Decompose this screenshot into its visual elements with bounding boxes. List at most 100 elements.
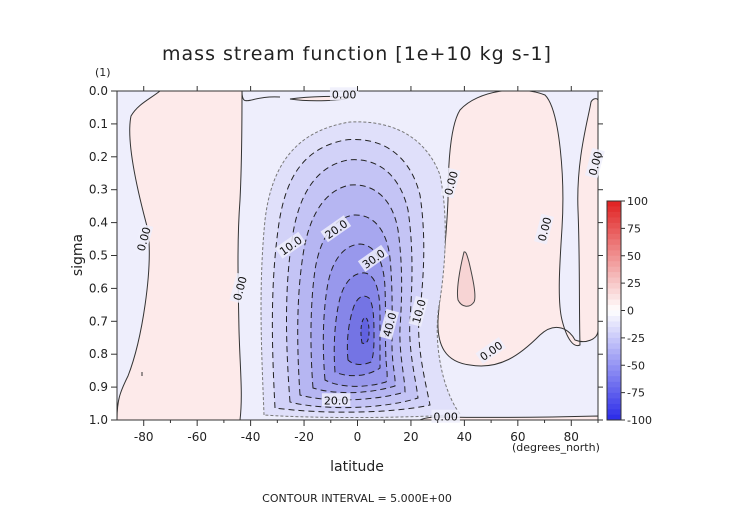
y-tick-label: 0.8 — [89, 347, 108, 361]
y-tick-label: 0.3 — [89, 183, 108, 197]
colorbar-segment — [607, 294, 621, 300]
contour-label-bg — [133, 223, 154, 255]
y-tick-label: 0.6 — [89, 281, 108, 295]
y-axis-label: sigma — [70, 234, 86, 276]
x-tick-label: 60 — [510, 430, 525, 444]
contour-fill-layer — [117, 91, 598, 420]
contour-label-group: 0.00 — [440, 167, 461, 199]
positive-patch-small — [457, 251, 476, 307]
y-tick-label: 0.5 — [89, 249, 108, 263]
colorbar-segment — [607, 233, 621, 240]
colorbar-segment — [607, 326, 621, 333]
y-tick-label: 0.0 — [89, 84, 108, 98]
contour-label-group: 0.00 — [329, 87, 359, 101]
colorbar: 100 75 50 25 0 -25 -50 -75 -100 — [606, 195, 652, 427]
contour-label-bg — [229, 272, 250, 304]
colorbar-segment — [607, 305, 621, 311]
contour-label: 0.00 — [332, 88, 357, 101]
colorbar-segment — [607, 228, 621, 235]
colorbar-segment — [607, 387, 621, 393]
contour-label: 10.0 — [410, 298, 429, 325]
colorbar-segment — [607, 354, 621, 361]
y-tick-label: 0.1 — [89, 117, 108, 131]
colorbar-tick-label: 75 — [627, 222, 641, 235]
y-axis-ticks: 0.0 0.1 0.2 0.3 0.4 0.5 0.6 0.7 0.8 0.9 1.0 — [89, 84, 603, 427]
colorbar-segment — [607, 261, 621, 267]
colorbar-segment — [607, 321, 621, 328]
colorbar-segment — [607, 299, 621, 306]
y-tick-label: 0.7 — [89, 314, 108, 328]
y-tick-label: 1.0 — [89, 413, 108, 427]
colorbar-segment — [607, 206, 621, 213]
contour-label: 20.0 — [324, 394, 349, 407]
x-tick-label: -20 — [294, 430, 314, 444]
x-unit-label: (degrees_north) — [512, 441, 600, 454]
colorbar-segment — [607, 398, 621, 404]
colorbar-segment — [607, 211, 621, 218]
contour-interval-note: CONTOUR INTERVAL = 5.000E+00 — [262, 492, 452, 505]
colorbar-tick-label: 25 — [627, 277, 641, 290]
colorbar-segment — [607, 244, 621, 251]
contour-label-bg — [275, 231, 306, 259]
y-tick-label: 0.4 — [89, 216, 108, 230]
contour-label-group: 0.00 — [431, 409, 460, 424]
contour-label-bg — [534, 213, 555, 245]
x-tick-label: -80 — [134, 430, 154, 444]
y-tick-label: 0.2 — [89, 150, 108, 164]
colorbar-segment — [607, 332, 621, 339]
contour-label: 0.00 — [442, 170, 461, 197]
contour-label-bg — [475, 337, 507, 364]
x-tick-label: 80 — [564, 430, 579, 444]
colorbar-tick-label: -50 — [627, 359, 645, 372]
colorbar-segment — [607, 381, 621, 388]
contour-label-group: 40.0 — [379, 309, 400, 340]
y-unit-label: (1) — [95, 66, 111, 79]
contour-label-group: 0.00 — [534, 213, 555, 245]
colorbar-segment — [607, 239, 621, 246]
contour-label: 0.00 — [433, 411, 458, 424]
colorbar-segment — [607, 201, 621, 207]
colorbar-segment — [607, 283, 621, 289]
y-tick-label: 0.9 — [89, 380, 108, 394]
colorbar-tick-label: -100 — [627, 414, 652, 427]
chart-title: mass stream function [1e+10 kg s-1] — [162, 43, 552, 65]
colorbar-tick-label: 50 — [627, 250, 641, 263]
positive-region-south — [117, 91, 243, 420]
colorbar-segment — [607, 277, 621, 284]
colorbar-segment — [607, 315, 621, 322]
colorbar-segment — [607, 414, 621, 421]
colorbar-segment — [607, 222, 621, 229]
contour-label-bg — [379, 309, 400, 340]
x-tick-label: 0 — [354, 430, 362, 444]
x-tick-label: 20 — [403, 430, 418, 444]
contour-label-group: 10.0 — [408, 295, 429, 327]
colorbar-segment — [607, 288, 621, 295]
contour-label-bg — [357, 244, 389, 272]
colorbar-segment — [607, 370, 621, 377]
colorbar-segment — [607, 266, 621, 273]
colorbar-segment — [607, 376, 621, 382]
colorbar-tick-label: -25 — [627, 332, 645, 345]
contour-label: 0.00 — [231, 275, 250, 302]
positive-region-north — [437, 91, 598, 367]
contour-label-bg — [440, 167, 461, 199]
colorbar-tick-label: -75 — [627, 387, 645, 400]
colorbar-segment — [607, 359, 621, 366]
x-tick-label: -40 — [241, 430, 261, 444]
colorbar-segment — [607, 272, 621, 278]
colorbar-segment — [607, 310, 621, 317]
colorbar-tick-label: 100 — [627, 195, 648, 208]
colorbar-tick-label: 0 — [627, 305, 634, 318]
colorbar-segment — [607, 403, 621, 410]
colorbar-segment — [607, 250, 621, 257]
contour-label-bg — [584, 147, 605, 179]
colorbar-segment — [607, 392, 621, 399]
contour-label: 40.0 — [381, 311, 400, 338]
colorbar-segment — [607, 255, 621, 262]
zero-contour-top — [241, 91, 281, 102]
contour-fill-neg45 — [360, 317, 370, 344]
x-axis-ticks: -80 -60 -40 -20 0 20 40 60 80 — [134, 86, 599, 444]
positive-strip-bottom — [419, 415, 598, 420]
